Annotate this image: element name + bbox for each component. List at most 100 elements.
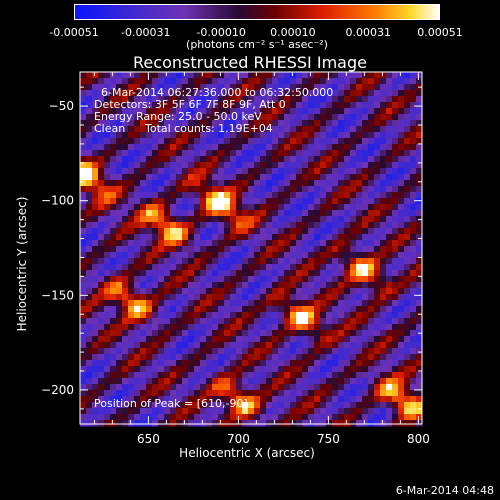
heatmap-cell — [110, 330, 117, 337]
heatmap-cell — [224, 342, 231, 349]
heatmap-cell — [176, 234, 183, 241]
heatmap-cell — [206, 414, 213, 421]
heatmap-cell — [116, 180, 123, 187]
heatmap-cell — [224, 360, 231, 367]
heatmap-cell — [278, 258, 285, 265]
heatmap-cell — [176, 348, 183, 355]
heatmap-cell — [410, 186, 417, 193]
heatmap-cell — [392, 378, 399, 385]
heatmap-cell — [80, 288, 87, 295]
y-tick-label: −150 — [41, 288, 74, 302]
heatmap-cell — [368, 420, 375, 427]
heatmap-cell — [224, 174, 231, 181]
heatmap-cell — [188, 192, 195, 199]
heatmap-cell — [146, 306, 153, 313]
heatmap-cell — [266, 408, 273, 415]
heatmap-cell — [380, 168, 387, 175]
heatmap-cell — [134, 300, 141, 307]
heatmap-cell — [80, 390, 87, 397]
heatmap-cell — [212, 210, 219, 217]
heatmap-cell — [206, 372, 213, 379]
heatmap-cell — [260, 306, 267, 313]
heatmap-cell — [344, 408, 351, 415]
heatmap-cell — [188, 294, 195, 301]
heatmap-cell — [200, 234, 207, 241]
heatmap-cell — [350, 168, 357, 175]
heatmap-cell — [332, 72, 339, 79]
heatmap-cell — [284, 156, 291, 163]
heatmap-cell — [278, 360, 285, 367]
heatmap-cell — [128, 408, 135, 415]
heatmap-cell — [416, 144, 423, 151]
heatmap-cell — [92, 168, 99, 175]
heatmap-cell — [290, 156, 297, 163]
heatmap-cell — [278, 402, 285, 409]
heatmap-cell — [134, 222, 141, 229]
heatmap-cell — [164, 294, 171, 301]
heatmap-cell — [392, 156, 399, 163]
heatmap-cell — [266, 162, 273, 169]
heatmap-cell — [380, 204, 387, 211]
heatmap-cell — [416, 300, 423, 307]
heatmap-cell — [392, 132, 399, 139]
heatmap-cell — [134, 252, 141, 259]
heatmap-cell — [278, 96, 285, 103]
heatmap-cell — [122, 234, 129, 241]
heatmap-cell — [182, 390, 189, 397]
heatmap-cell — [182, 336, 189, 343]
heatmap-cell — [302, 360, 309, 367]
heatmap-cell — [416, 264, 423, 271]
heatmap-cell — [146, 186, 153, 193]
heatmap-cell — [104, 336, 111, 343]
heatmap-cell — [386, 180, 393, 187]
heatmap-cell — [380, 336, 387, 343]
heatmap-cell — [296, 264, 303, 271]
heatmap-cell — [284, 186, 291, 193]
heatmap-cell — [86, 186, 93, 193]
heatmap-cell — [134, 330, 141, 337]
heatmap-cell — [398, 174, 405, 181]
heatmap-cell — [278, 114, 285, 121]
heatmap-cell — [332, 192, 339, 199]
heatmap-cell — [302, 354, 309, 361]
heatmap-cell — [248, 300, 255, 307]
heatmap-cell — [128, 336, 135, 343]
heatmap-cell — [362, 186, 369, 193]
heatmap-cell — [362, 420, 369, 427]
heatmap-cell — [86, 252, 93, 259]
heatmap-cell — [158, 192, 165, 199]
heatmap-cell — [218, 348, 225, 355]
heatmap-cell — [398, 390, 405, 397]
heatmap-cell — [332, 312, 339, 319]
heatmap-cell — [164, 264, 171, 271]
heatmap-cell — [182, 180, 189, 187]
heatmap-cell — [206, 276, 213, 283]
heatmap-cell — [230, 168, 237, 175]
heatmap-cell — [284, 90, 291, 97]
heatmap-cell — [86, 228, 93, 235]
heatmap-cell — [254, 168, 261, 175]
heatmap-cell — [134, 138, 141, 145]
heatmap-cell — [374, 390, 381, 397]
heatmap-cell — [410, 264, 417, 271]
heatmap-cell — [170, 420, 177, 427]
heatmap-cell — [362, 210, 369, 217]
heatmap-cell — [362, 414, 369, 421]
heatmap-cell — [200, 240, 207, 247]
heatmap-cell — [92, 78, 99, 85]
heatmap-cell — [350, 354, 357, 361]
heatmap-cell — [296, 180, 303, 187]
heatmap-cell — [170, 108, 177, 115]
heatmap-cell — [374, 114, 381, 121]
heatmap-cell — [326, 390, 333, 397]
heatmap-cell — [188, 126, 195, 133]
heatmap-cell — [302, 126, 309, 133]
heatmap-cell — [218, 342, 225, 349]
heatmap-cell — [362, 180, 369, 187]
heatmap-cell — [278, 252, 285, 259]
heatmap-cell — [248, 174, 255, 181]
heatmap-cell — [356, 228, 363, 235]
heatmap-cell — [248, 276, 255, 283]
heatmap-cell — [362, 276, 369, 283]
heatmap-cell — [212, 204, 219, 211]
